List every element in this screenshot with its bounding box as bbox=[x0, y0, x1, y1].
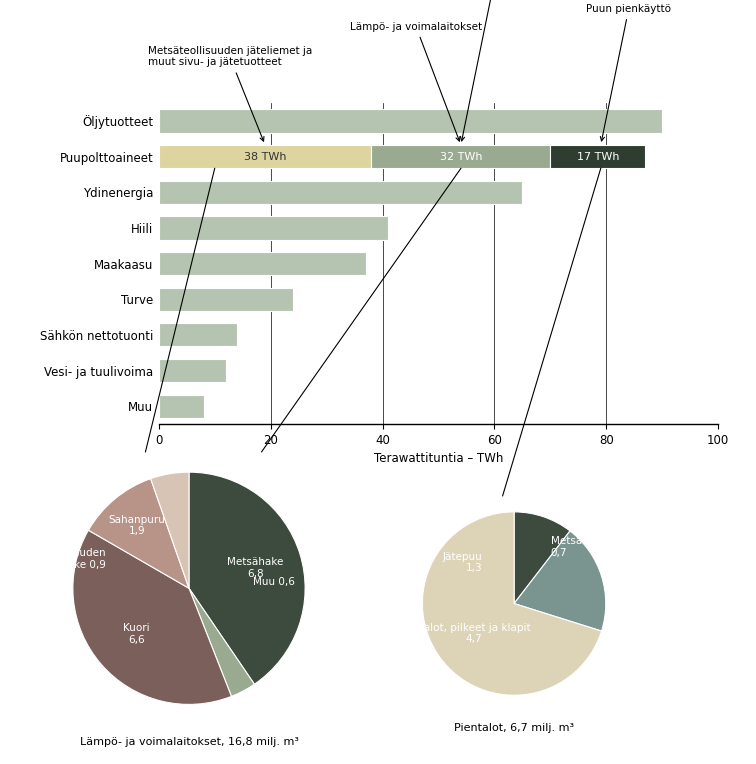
Text: Muu 0,6: Muu 0,6 bbox=[253, 578, 295, 588]
Bar bbox=[159, 359, 226, 382]
Text: Kiinteät puupolttoaineet: Kiinteät puupolttoaineet bbox=[431, 0, 558, 141]
Wedge shape bbox=[514, 531, 606, 631]
Text: Kuori
6,6: Kuori 6,6 bbox=[123, 623, 150, 645]
Wedge shape bbox=[150, 472, 189, 588]
Text: Jätepuu
1,3: Jätepuu 1,3 bbox=[442, 552, 482, 573]
Text: Sahanpuru
1,9: Sahanpuru 1,9 bbox=[109, 515, 166, 536]
Wedge shape bbox=[73, 530, 231, 704]
Bar bbox=[159, 252, 366, 275]
Bar bbox=[159, 145, 371, 168]
Bar bbox=[371, 145, 550, 168]
Text: Pientalot, 6,7 milj. m³: Pientalot, 6,7 milj. m³ bbox=[454, 723, 574, 733]
Bar bbox=[159, 394, 203, 418]
Wedge shape bbox=[189, 472, 305, 685]
Text: Halot, pilkeet ja klapit
4,7: Halot, pilkeet ja klapit 4,7 bbox=[416, 623, 531, 644]
Text: 38 TWh: 38 TWh bbox=[243, 151, 287, 162]
Text: Lämpö- ja voimalaitokset: Lämpö- ja voimalaitokset bbox=[350, 22, 482, 141]
Bar bbox=[159, 216, 388, 240]
X-axis label: Terawattituntia – TWh: Terawattituntia – TWh bbox=[373, 452, 503, 465]
Bar bbox=[159, 181, 522, 204]
Bar bbox=[550, 145, 646, 168]
Wedge shape bbox=[189, 588, 255, 696]
Text: Metsähake
6,8: Metsähake 6,8 bbox=[228, 557, 284, 578]
Text: Puun pienkäyttö: Puun pienkäyttö bbox=[586, 4, 671, 141]
Bar bbox=[159, 109, 662, 133]
Wedge shape bbox=[88, 479, 189, 588]
Text: 17 TWh: 17 TWh bbox=[577, 151, 619, 162]
Text: Metsähake
0,7: Metsähake 0,7 bbox=[551, 536, 607, 558]
Text: 32 TWh: 32 TWh bbox=[439, 151, 482, 162]
Wedge shape bbox=[514, 512, 570, 604]
Text: Lämpö- ja voimalaitokset, 16,8 milj. m³: Lämpö- ja voimalaitokset, 16,8 milj. m³ bbox=[79, 737, 299, 747]
Text: Teollisuuden
puutähdehake 0,9: Teollisuuden puutähdehake 0,9 bbox=[11, 549, 105, 570]
Wedge shape bbox=[423, 512, 602, 695]
Text: Metsäteollisuuden jäteliemet ja
muut sivu- ja jätetuotteet: Metsäteollisuuden jäteliemet ja muut siv… bbox=[147, 46, 311, 141]
Bar bbox=[159, 323, 237, 346]
Bar bbox=[159, 287, 293, 311]
